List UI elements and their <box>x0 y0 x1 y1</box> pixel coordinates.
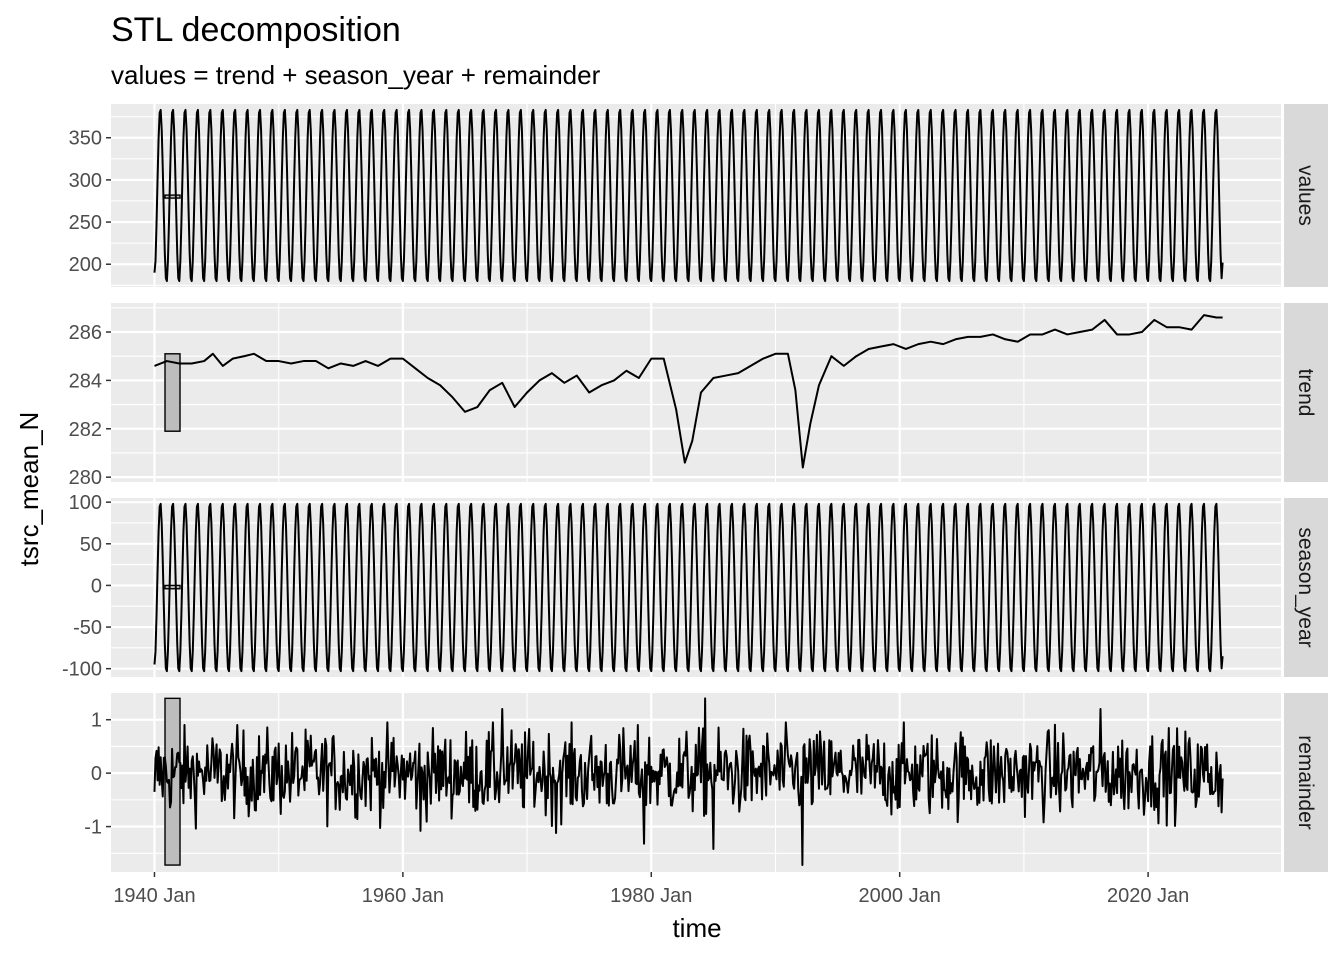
x-tick-label: 2000 Jan <box>859 885 941 907</box>
y-tick-label: 286 <box>69 322 102 344</box>
x-tick-label: 1960 Jan <box>362 885 444 907</box>
facet-strip-label: season_year <box>1294 527 1317 647</box>
y-tick-label: 0 <box>91 575 102 597</box>
y-tick-label: 50 <box>80 534 102 556</box>
facet-values: 200 250 300 350 values <box>69 104 1328 287</box>
y-tick-label: 280 <box>69 467 102 489</box>
facet-remainder: -1 0 1 remainder <box>84 693 1328 872</box>
scale-bar <box>164 194 181 199</box>
y-tick-label: 300 <box>69 170 102 192</box>
facet-strip-label: values <box>1294 165 1317 226</box>
facet-strip <box>1284 104 1328 287</box>
y-tick-label: 284 <box>69 370 102 392</box>
x-axis-title: time <box>672 913 721 943</box>
y-axis-title: tsrc_mean_N <box>14 412 44 567</box>
x-tick-label: 2020 Jan <box>1107 885 1189 907</box>
facet-strip-label: trend <box>1294 369 1317 417</box>
y-tick-label: 200 <box>69 254 102 276</box>
y-tick-label: 250 <box>69 212 102 234</box>
chart-title: STL decomposition <box>111 11 401 49</box>
y-tick-label: 282 <box>69 419 102 441</box>
facet-strip <box>1284 498 1328 677</box>
facet-strip <box>1284 303 1328 482</box>
series-line-remainder <box>153 697 1224 867</box>
facet-strip <box>1284 693 1328 872</box>
series-line-values <box>153 108 1224 283</box>
scale-bar <box>164 584 181 590</box>
scale-bar <box>164 353 181 432</box>
x-tick-label: 1980 Jan <box>610 885 692 907</box>
series-line-trend <box>154 314 1223 469</box>
y-tick-label: -50 <box>73 617 102 639</box>
x-axis: 1940 Jan 1960 Jan 1980 Jan 2000 Jan 2020 Jan <box>113 872 1189 907</box>
y-tick-label: 1 <box>91 710 102 732</box>
facet-panels: 200250300350values280282284286trend-100-… <box>62 104 1328 872</box>
y-tick-label: -1 <box>84 817 102 839</box>
scale-bar <box>164 697 181 866</box>
x-tick-label: 1940 Jan <box>113 885 195 907</box>
y-tick-label: 0 <box>91 763 102 785</box>
y-tick-label: 100 <box>69 492 102 514</box>
panel-background <box>111 303 1281 482</box>
y-tick-label: -100 <box>62 659 102 681</box>
facet-trend: 280 282 284 286 trend <box>69 303 1328 489</box>
chart-subtitle: values = trend + season_year + remainder <box>111 60 601 90</box>
y-tick-label: 350 <box>69 128 102 150</box>
series-line-season_year <box>153 502 1224 673</box>
facet-season_year: -100 -50 0 50 100 season_year <box>62 492 1328 681</box>
facet-strip-label: remainder <box>1294 735 1317 830</box>
